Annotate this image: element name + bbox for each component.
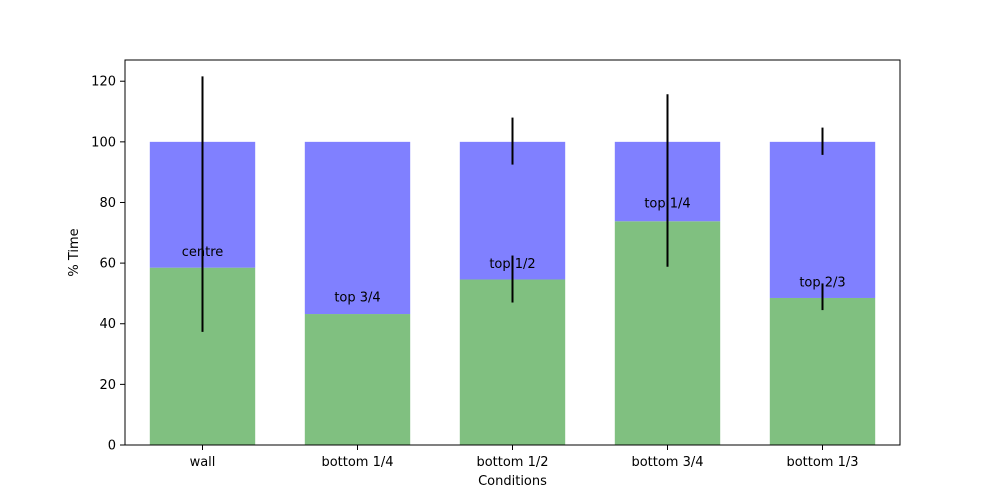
y-tick-label-1: 20 xyxy=(99,378,116,393)
y-axis-title: % Time xyxy=(67,228,82,276)
bar-segment-lower-4 xyxy=(769,297,876,445)
x-tick-label-1: bottom 1/4 xyxy=(321,455,393,470)
x-axis-ticks: wall bottom 1/4 bottom 1/2 bottom 3/4 bottom… xyxy=(190,445,859,470)
x-tick-label-3: bottom 3/4 xyxy=(631,455,703,470)
bar-annotation-0: centre xyxy=(182,245,224,260)
y-axis-ticks: 0 20 40 60 80 100 120 xyxy=(91,75,125,454)
x-tick-label-0: wall xyxy=(190,455,216,470)
x-axis-title: Conditions xyxy=(478,474,547,489)
bar-annotation-2: top 1/2 xyxy=(489,257,535,272)
y-tick-label-6: 120 xyxy=(91,75,116,90)
bar-annotation-3: top 1/4 xyxy=(644,196,690,211)
x-tick-label-4: bottom 1/3 xyxy=(786,455,858,470)
y-tick-label-3: 60 xyxy=(99,257,116,272)
bar-annotation-1: top 3/4 xyxy=(334,290,380,305)
bar-segment-upper-1 xyxy=(304,141,411,315)
bar-annotation-4: top 2/3 xyxy=(799,275,845,290)
y-tick-label-2: 40 xyxy=(99,317,116,332)
error-bars-layer xyxy=(201,76,824,332)
annotations-layer: centre top 3/4 top 1/2 top 1/4 top 2/3 xyxy=(182,196,846,305)
bar-segment-upper-4 xyxy=(769,141,876,298)
x-tick-label-2: bottom 1/2 xyxy=(476,455,548,470)
y-tick-label-5: 100 xyxy=(91,135,116,150)
y-tick-label-0: 0 xyxy=(108,439,116,454)
bar-segment-lower-1 xyxy=(304,314,411,445)
bar-segment-lower-2 xyxy=(459,279,566,445)
y-tick-label-4: 80 xyxy=(99,196,116,211)
